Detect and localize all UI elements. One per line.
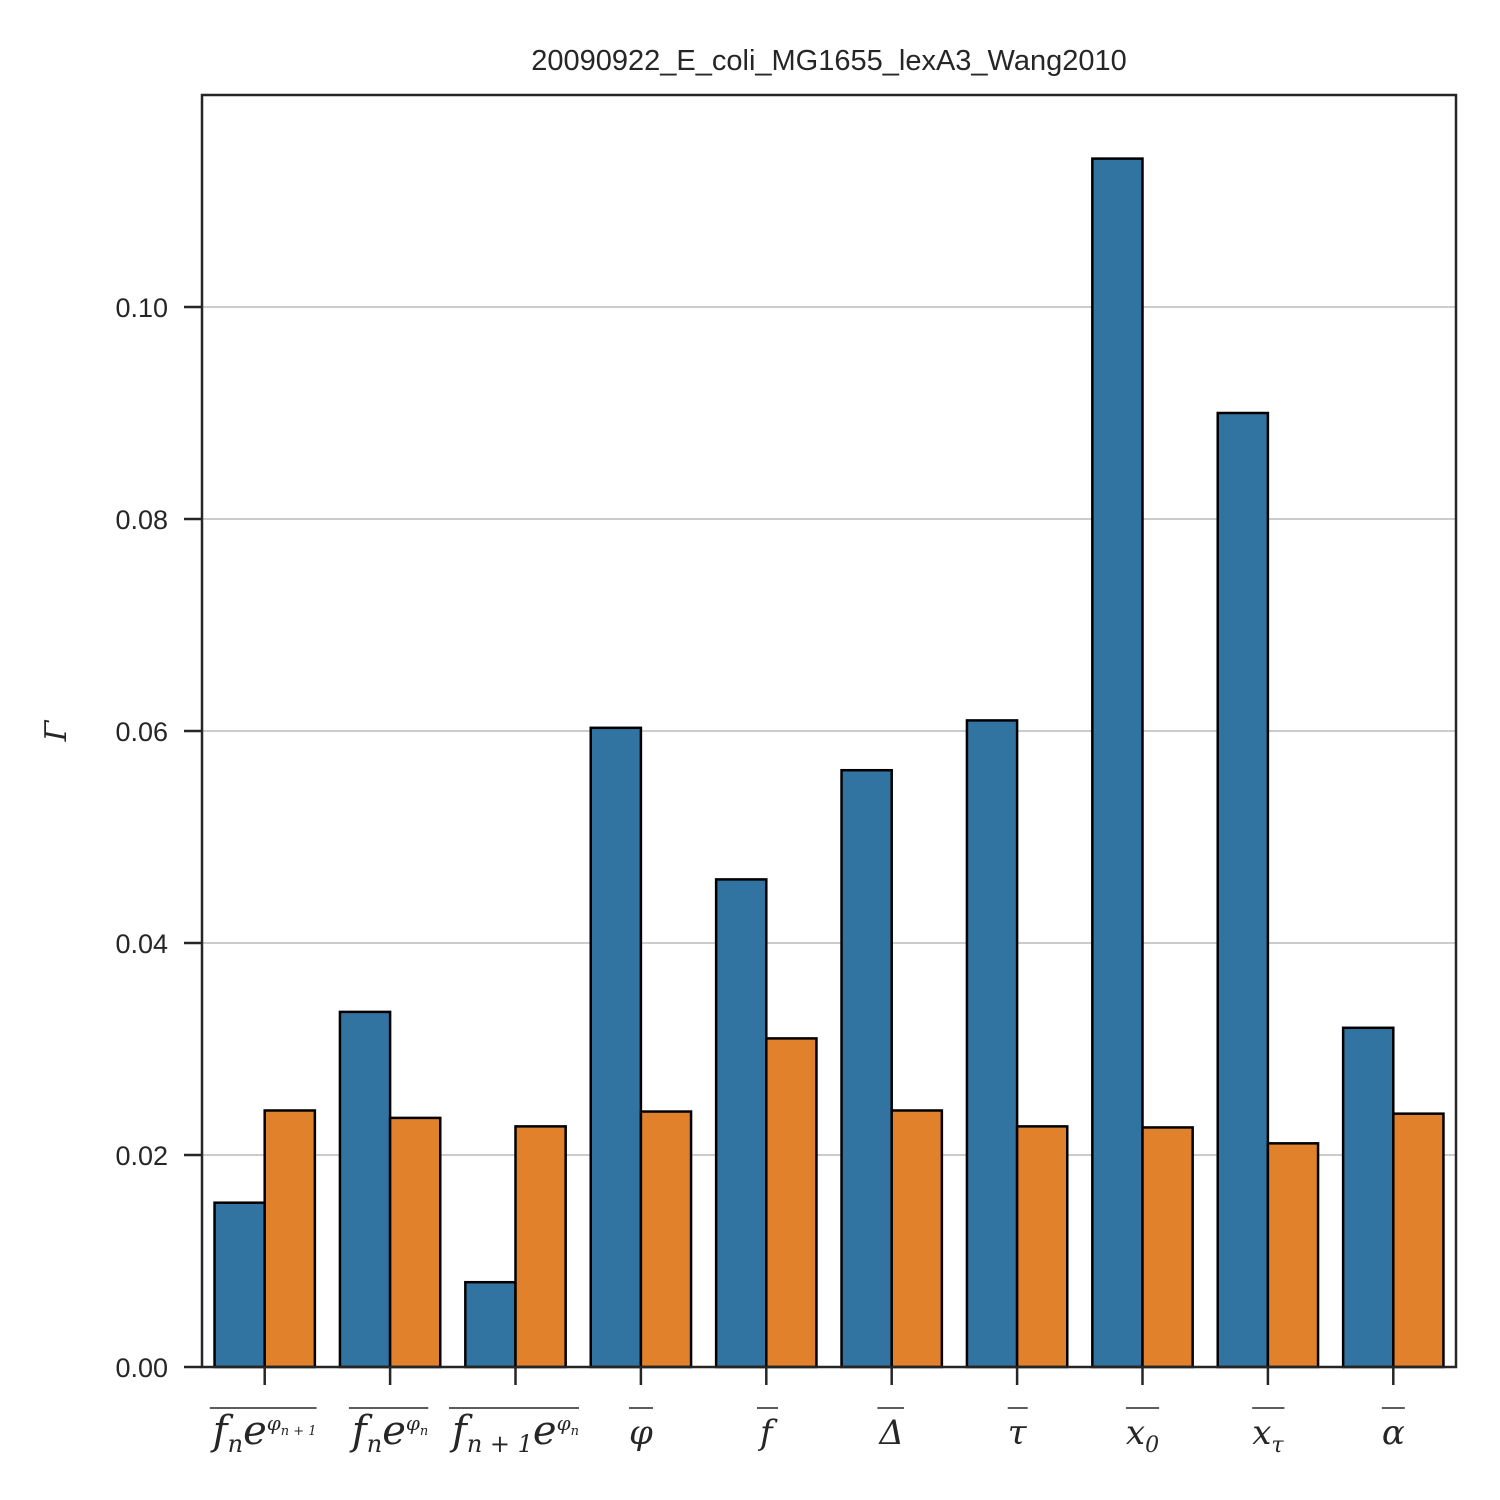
x-tick-label: Δ [877,1413,904,1453]
bar-series-1 [338,1010,392,1369]
y-tick-label: 0.08 [115,505,168,535]
bar-series-1 [840,768,893,1369]
bar-series-2 [263,1109,317,1369]
y-tick-label: 0.10 [115,293,168,323]
bar-series-1 [1216,411,1270,1369]
x-tick-label: fneφn + 1 [210,1408,317,1458]
bar-series-1 [589,726,643,1369]
bar-series-2 [1392,1112,1445,1369]
x-tick-label: fn + 1eφn [449,1408,579,1458]
y-axis-ticks: 0.00 0.02 0.04 0.06 0.08 0.10 [115,293,202,1383]
x-tick-label: xτ [1252,1413,1284,1458]
bar-series-2 [639,1110,693,1369]
bar-series-2 [890,1109,944,1369]
x-tick-label: f [757,1413,778,1453]
bar-series-1 [965,719,1019,1369]
bar-series-2 [1266,1142,1320,1369]
bar-series-2 [514,1125,567,1369]
bar-series-2 [765,1037,818,1369]
bar-series-2 [1015,1125,1069,1369]
bar-series-1 [714,878,768,1369]
y-tick-label: 0.00 [115,1353,168,1383]
bar-series-2 [388,1116,442,1369]
bar-series-1 [1091,157,1144,1369]
bar-series-1 [1341,1026,1395,1369]
x-tick-label: φ [629,1413,653,1453]
bar-series-1 [213,1201,266,1369]
bar-series-1 [464,1280,517,1369]
x-tick-label: τ [1008,1413,1028,1453]
chart-title: 20090922_E_coli_MG1655_lexA3_Wang2010 [531,45,1127,77]
bar-series-2 [1141,1126,1194,1369]
y-tick-label: 0.04 [115,929,168,959]
y-tick-label: 0.02 [115,1141,168,1171]
bars [213,157,1445,1369]
y-axis-label: Γ [39,719,74,742]
y-tick-label: 0.06 [115,717,168,747]
x-tick-label: fneφn [349,1408,428,1458]
x-tick-label: x0 [1126,1413,1159,1458]
x-tick-label: α [1382,1413,1405,1453]
